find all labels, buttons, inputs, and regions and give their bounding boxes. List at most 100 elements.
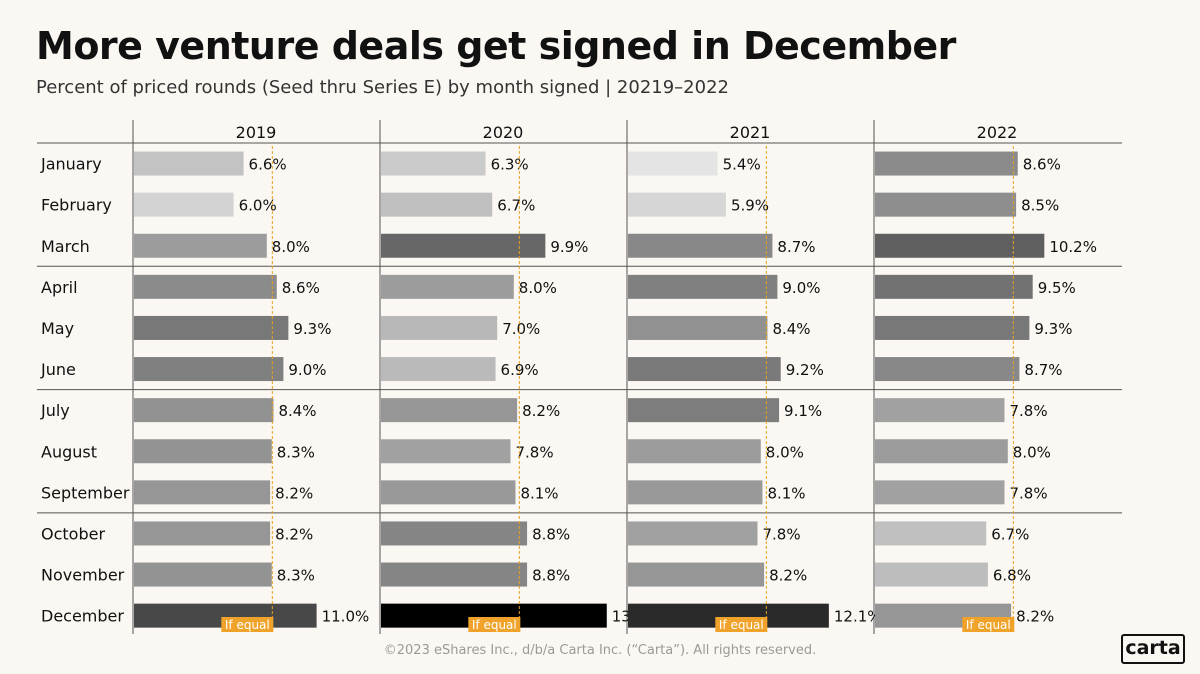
- value-label-2021-october: 7.8%: [762, 525, 800, 543]
- chart-subtitle: Percent of priced rounds (Seed thru Seri…: [36, 77, 729, 98]
- year-header-2022: 2022: [977, 123, 1018, 142]
- value-label-2020-july: 8.2%: [522, 402, 560, 420]
- value-label-2022-november: 6.8%: [993, 567, 1031, 585]
- bar-2021-february: [628, 192, 726, 217]
- value-label-2020-march: 9.9%: [550, 238, 588, 256]
- year-header-2019: 2019: [236, 123, 277, 142]
- month-label-july: July: [40, 401, 70, 420]
- bar-2021-june: [628, 357, 781, 382]
- bar-2019-july: [134, 398, 274, 423]
- value-label-2021-february: 5.9%: [731, 197, 769, 215]
- value-label-2021-june: 9.2%: [786, 361, 824, 379]
- month-label-march: March: [41, 237, 90, 256]
- value-label-2019-may: 9.3%: [293, 320, 331, 338]
- carta-logo: carta: [1121, 634, 1185, 664]
- bar-2022-july: [875, 398, 1005, 423]
- value-label-2019-october: 8.2%: [275, 525, 313, 543]
- value-label-2022-december: 8.2%: [1016, 608, 1054, 626]
- value-label-2022-may: 9.3%: [1034, 320, 1072, 338]
- bar-2020-april: [381, 274, 514, 299]
- month-label-november: November: [41, 566, 125, 585]
- value-label-2020-september: 8.1%: [520, 484, 558, 502]
- bar-2022-november: [875, 562, 988, 587]
- value-label-2020-january: 6.3%: [491, 156, 529, 174]
- year-header-2021: 2021: [730, 123, 771, 142]
- bar-2020-february: [381, 192, 493, 217]
- bar-2021-may: [628, 315, 768, 340]
- value-label-2022-march: 10.2%: [1049, 238, 1097, 256]
- month-label-january: January: [40, 155, 102, 174]
- value-label-2019-march: 8.0%: [272, 238, 310, 256]
- value-label-2021-march: 8.7%: [777, 238, 815, 256]
- bar-2022-january: [875, 151, 1018, 176]
- bar-2019-january: [134, 151, 244, 176]
- bar-2022-march: [875, 233, 1045, 258]
- reference-label-2020: If equal: [472, 618, 517, 632]
- chart-title: More venture deals get signed in Decembe…: [36, 24, 956, 68]
- value-label-2019-july: 8.4%: [278, 402, 316, 420]
- value-label-2019-december: 11.0%: [322, 608, 370, 626]
- bar-2019-february: [134, 192, 234, 217]
- bar-2021-august: [628, 439, 761, 464]
- value-label-2021-november: 8.2%: [769, 567, 807, 585]
- value-label-2022-june: 8.7%: [1024, 361, 1062, 379]
- reference-label-box-2021: [715, 617, 768, 632]
- bar-2019-march: [134, 233, 267, 258]
- bar-2019-november: [134, 562, 272, 587]
- bar-chart: January February March April May June July Augu…: [37, 120, 1122, 634]
- bar-2019-october: [134, 521, 271, 546]
- bar-2022-september: [875, 480, 1005, 505]
- value-label-2020-october: 8.8%: [532, 525, 570, 543]
- bar-2020-november: [381, 562, 528, 587]
- month-label-may: May: [41, 319, 74, 338]
- value-label-2022-october: 6.7%: [991, 525, 1029, 543]
- value-label-2020-february: 6.7%: [497, 197, 535, 215]
- value-label-2020-may: 7.0%: [502, 320, 540, 338]
- reference-label-box-2019: [221, 617, 274, 632]
- value-label-2020-august: 7.8%: [515, 443, 553, 461]
- value-label-2019-november: 8.3%: [277, 567, 315, 585]
- value-label-2021-july: 9.1%: [784, 402, 822, 420]
- bar-2020-january: [381, 151, 486, 176]
- value-label-2020-april: 8.0%: [519, 279, 557, 297]
- value-label-2019-april: 8.6%: [282, 279, 320, 297]
- bar-2021-october: [628, 521, 758, 546]
- bar-2020-march: [381, 233, 546, 258]
- value-label-2022-july: 7.8%: [1009, 402, 1047, 420]
- reference-label-box-2022: [962, 617, 1015, 632]
- value-label-2022-january: 8.6%: [1023, 156, 1061, 174]
- bar-2021-january: [628, 151, 718, 176]
- bar-2019-august: [134, 439, 272, 464]
- value-label-2022-april: 9.5%: [1038, 279, 1076, 297]
- reference-label-2021: If equal: [719, 618, 764, 632]
- bar-2022-october: [875, 521, 987, 546]
- year-header-2020: 2020: [483, 123, 524, 142]
- value-label-2021-january: 5.4%: [723, 156, 761, 174]
- reference-label-box-2020: [468, 617, 521, 632]
- value-label-2021-september: 8.1%: [767, 484, 805, 502]
- value-label-2021-august: 8.0%: [766, 443, 804, 461]
- bar-2022-august: [875, 439, 1008, 464]
- value-label-2022-august: 8.0%: [1013, 443, 1051, 461]
- month-label-october: October: [41, 524, 105, 543]
- value-label-2021-december: 12.1%: [834, 608, 882, 626]
- reference-label-2022: If equal: [966, 618, 1011, 632]
- value-label-2021-april: 9.0%: [782, 279, 820, 297]
- value-label-2020-june: 6.9%: [501, 361, 539, 379]
- bar-2022-june: [875, 357, 1020, 382]
- bar-2021-july: [628, 398, 780, 423]
- bar-2020-june: [381, 357, 496, 382]
- value-label-2021-may: 8.4%: [772, 320, 810, 338]
- month-label-february: February: [41, 196, 112, 215]
- bar-2019-april: [134, 274, 277, 299]
- value-label-2019-june: 9.0%: [288, 361, 326, 379]
- value-label-2019-february: 6.0%: [239, 197, 277, 215]
- bar-2020-august: [381, 439, 511, 464]
- reference-label-2019: If equal: [225, 618, 270, 632]
- bar-2022-may: [875, 315, 1030, 340]
- month-label-september: September: [41, 483, 130, 502]
- month-label-august: August: [41, 442, 97, 461]
- bar-2020-september: [381, 480, 516, 505]
- bar-2022-february: [875, 192, 1017, 217]
- value-label-2020-november: 8.8%: [532, 567, 570, 585]
